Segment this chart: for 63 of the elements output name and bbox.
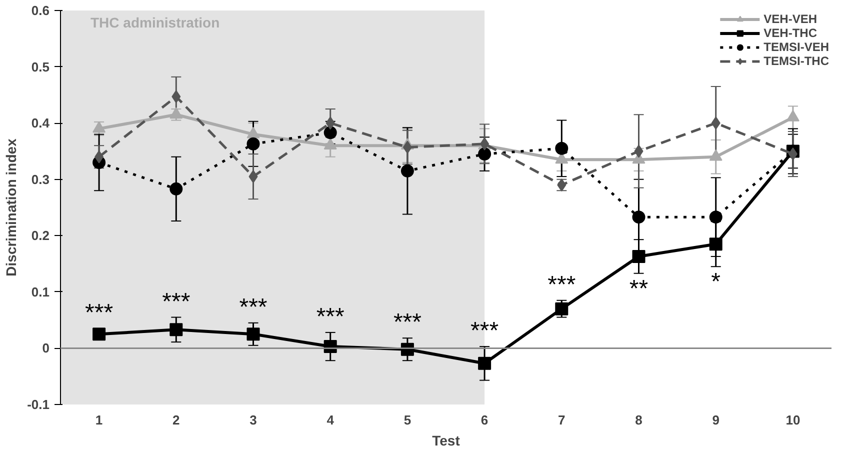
annotation: *** (548, 271, 576, 298)
x-tick-label: 2 (172, 412, 180, 428)
y-tick-label: 0.3 (31, 172, 50, 187)
point (92, 328, 106, 341)
point (478, 148, 492, 161)
point (324, 138, 337, 150)
annotation: ** (629, 275, 648, 302)
y-axis-title: Discrimination index (3, 138, 20, 276)
x-tick-label: 7 (558, 412, 566, 428)
annotation: *** (316, 303, 344, 330)
point (709, 238, 722, 251)
point (632, 210, 646, 224)
annotation: *** (470, 318, 499, 345)
band-label: THC administration (90, 14, 220, 30)
annotation: *** (393, 309, 422, 336)
point (555, 142, 568, 155)
x-tick-label: 1 (95, 412, 103, 428)
point (248, 170, 258, 184)
legend-label: VEH-THC (764, 26, 817, 40)
point (170, 323, 183, 336)
x-tick-label: 9 (712, 412, 720, 428)
legend-label: VEH-VEH (764, 12, 817, 26)
y-tick-label: 0.5 (31, 59, 50, 74)
point (400, 164, 414, 178)
point (94, 150, 104, 164)
annotation: *** (162, 288, 190, 316)
annotation: * (711, 268, 721, 296)
point (246, 126, 260, 138)
point (478, 356, 492, 370)
point (709, 149, 722, 161)
point (170, 182, 183, 196)
point (246, 328, 260, 341)
point (402, 140, 412, 154)
x-tick-label: 10 (786, 412, 800, 428)
x-tick-label: 6 (480, 412, 488, 428)
x-axis-title: Test (432, 432, 460, 448)
x-tick-label: 5 (404, 412, 412, 428)
point (709, 210, 722, 224)
point (246, 137, 260, 150)
legend-label: TEMSI-THC (764, 54, 829, 68)
point (92, 121, 106, 133)
point (172, 90, 181, 104)
point (632, 250, 646, 263)
y-tick-label: 0.2 (31, 228, 50, 244)
x-tick-label: 4 (326, 412, 335, 428)
y-tick-label: 0.1 (31, 284, 50, 300)
y-tick-label: 0.6 (31, 3, 50, 18)
y-tick-label: 0 (42, 340, 50, 356)
point (326, 116, 335, 130)
point (170, 107, 183, 119)
point (324, 126, 337, 140)
point (711, 116, 720, 130)
point (555, 302, 568, 316)
annotation: *** (239, 294, 268, 321)
point (788, 148, 798, 161)
y-tick-label: 0.4 (31, 116, 50, 131)
point (786, 110, 800, 122)
annotation: *** (85, 300, 114, 327)
x-tick-label: 8 (635, 412, 642, 428)
point (634, 144, 644, 158)
x-tick-label: 3 (250, 412, 257, 428)
legend-label: TEMSI-VEH (764, 40, 829, 54)
y-tick-label: -0.1 (27, 397, 50, 412)
